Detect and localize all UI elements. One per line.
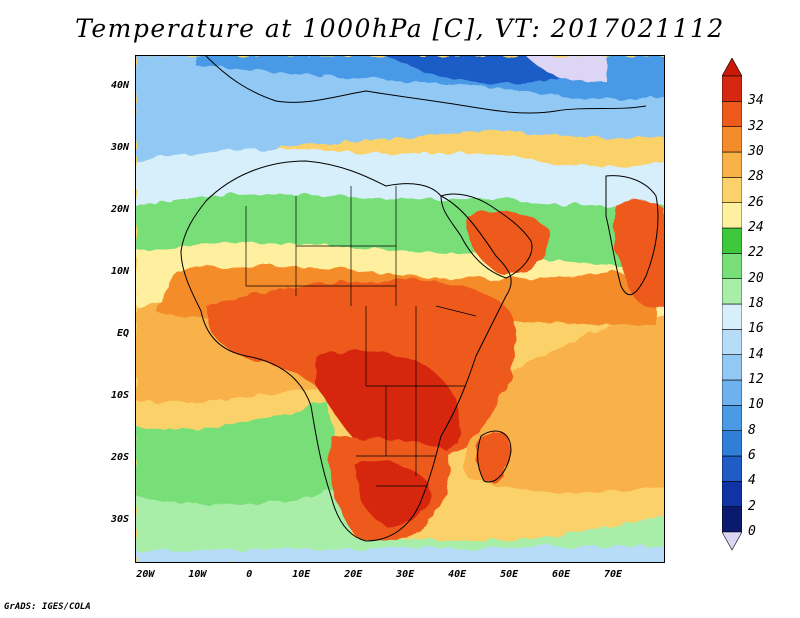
colorbar-level-label: 6: [748, 448, 756, 463]
colorbar-level-label: 30: [748, 144, 764, 159]
colorbar-swatch: [722, 481, 742, 507]
colorbar-level-label: 26: [748, 194, 764, 210]
colorbar-level-label: 32: [748, 118, 764, 134]
colorbar-level-label: 28: [748, 169, 764, 185]
colorbar-swatch: [722, 329, 742, 355]
indian-ocean-warm-band: [466, 306, 664, 493]
lat-tick-label: EQ: [116, 327, 129, 339]
lon-tick-label: 20W: [136, 569, 155, 580]
colorbar-swatch: [722, 126, 742, 153]
colorbar-level-label: 12: [748, 372, 764, 387]
lon-tick-label: 10W: [188, 569, 207, 580]
colorbar-level-label: 24: [748, 220, 764, 235]
lon-tick-label: 10E: [292, 569, 311, 580]
colorbar-over-arrow: [722, 58, 742, 77]
lat-tick-label: 40N: [110, 79, 129, 91]
colorbar-level-label: 20: [748, 270, 764, 286]
colorbar-swatch: [722, 303, 742, 330]
southern-ocean-cold-band: [136, 546, 664, 562]
colorbar-level-label: 14: [748, 346, 764, 362]
lat-tick-label: 20N: [110, 203, 129, 215]
colorbar-swatch: [722, 506, 742, 533]
colorbar-swatch: [722, 379, 742, 406]
colorbar-level-label: 8: [748, 422, 756, 438]
lat-tick-label: 10N: [110, 265, 129, 277]
below-zero-region: [526, 56, 606, 83]
mediterranean-coastline: [205, 56, 647, 114]
country-borders: [245, 186, 477, 487]
colorbar-level-label: 16: [748, 321, 764, 337]
lat-tick-label: 10S: [110, 389, 129, 401]
map-title: Temperature at 1000hPa [C], VT: 20170211…: [75, 14, 725, 43]
lon-tick-label: 60E: [552, 569, 571, 580]
temperature-map: [135, 55, 665, 563]
colorbar-swatch: [722, 227, 742, 254]
colorbar-swatch: [722, 430, 742, 457]
colorbar-swatch: [722, 151, 742, 178]
colorbar-level-label: 18: [748, 296, 764, 311]
india-coastline: [605, 175, 659, 296]
colorbar-swatch: [722, 253, 742, 279]
lon-tick-label: 30E: [396, 569, 415, 580]
colorbar-level-label: 34: [748, 93, 764, 109]
grads-credit: GrADS: IGES/COLA: [4, 602, 91, 612]
lon-tick-label: 70E: [604, 569, 623, 580]
arabia-coastline: [440, 193, 533, 279]
colorbar-swatch: [722, 354, 742, 381]
colorbar-swatch: [722, 405, 742, 431]
temperature-colorbar: [722, 58, 742, 551]
colorbar-swatch: [722, 75, 742, 102]
india-hot-core: [614, 200, 664, 308]
lon-tick-label: 0: [246, 569, 253, 580]
temperature-field: [136, 56, 664, 562]
colorbar-under-arrow: [722, 531, 742, 551]
lon-tick-label: 40E: [448, 569, 467, 580]
colorbar-swatch: [722, 278, 742, 305]
colorbar-swatch: [722, 202, 742, 229]
kalahari-peak-core: [356, 462, 431, 526]
lon-tick-label: 50E: [500, 569, 519, 580]
colorbar-level-label: 4: [748, 473, 756, 489]
madagascar-hot-core: [477, 431, 511, 482]
colorbar-swatch: [722, 177, 742, 203]
madagascar-coastline: [477, 430, 512, 483]
colorbar-level-label: 0: [748, 524, 756, 539]
equatorial-peak-core: [316, 350, 460, 470]
colorbar-level-label: 2: [748, 498, 756, 514]
colorbar-swatch: [722, 455, 742, 482]
lon-tick-label: 20E: [344, 569, 363, 580]
lat-tick-label: 30N: [110, 141, 129, 153]
lat-tick-label: 20S: [110, 451, 129, 463]
colorbar-swatch: [722, 101, 742, 127]
lat-tick-label: 30S: [110, 513, 129, 525]
colorbar-level-label: 22: [748, 245, 764, 261]
colorbar-level-label: 10: [748, 397, 764, 413]
